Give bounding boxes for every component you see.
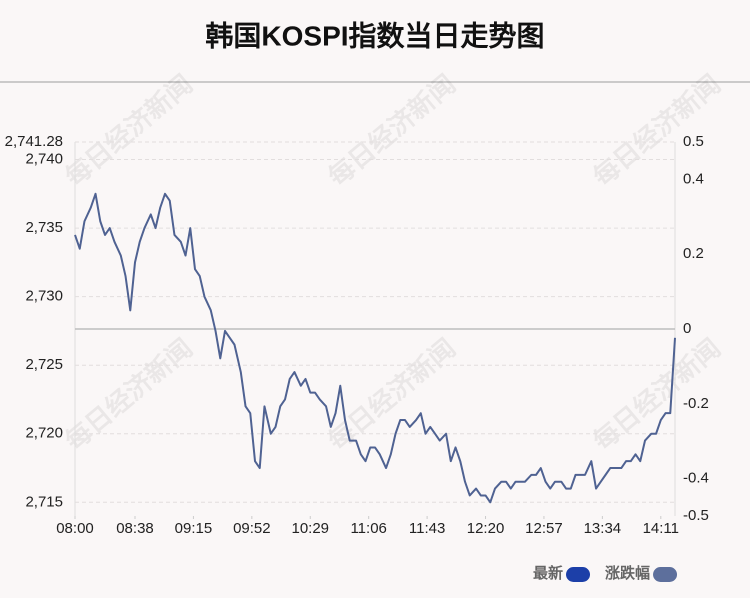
x-tick-label: 09:15	[175, 520, 213, 537]
legend-swatch	[653, 567, 678, 582]
y-tick-label: 2,741.28	[5, 133, 63, 150]
x-tick-label: 08:00	[56, 520, 94, 537]
chart-title: 韩国KOSPI指数当日走势图	[205, 20, 544, 51]
y-tick-label: 2,735	[25, 219, 63, 236]
y2-tick-label: -0.4	[683, 470, 709, 487]
y-tick-label: 2,720	[25, 425, 63, 442]
x-tick-label: 11:06	[350, 520, 386, 537]
watermark: 每日经济新闻	[59, 333, 198, 457]
price-line	[74, 192, 676, 504]
y2-tick-label: -0.5	[683, 507, 709, 524]
watermark: 每日经济新闻	[587, 69, 726, 193]
y2-tick-label: 0.5	[683, 133, 704, 150]
legend-label: 涨跌幅	[605, 564, 650, 582]
legend-swatch	[566, 567, 591, 582]
y-tick-label: 2,740	[25, 151, 63, 168]
x-tick-label: 10:29	[291, 520, 329, 537]
x-tick-label: 14:11	[643, 520, 679, 537]
watermarks: 每日经济新闻 每日经济新闻 每日经济新闻 每日经济新闻 每日经济新闻 每日经济新…	[59, 69, 726, 457]
watermark: 每日经济新闻	[59, 69, 198, 193]
x-tick-label: 09:52	[233, 520, 271, 537]
x-tick-label: 13:34	[584, 520, 622, 537]
y2-tick-label: 0	[683, 320, 691, 337]
x-tick-label: 11:43	[409, 520, 445, 537]
x-tick-label: 12:57	[525, 520, 563, 537]
y2-tick-label: -0.2	[683, 395, 709, 412]
x-tick-label: 08:38	[116, 520, 154, 537]
y2-tick-label: 0.2	[683, 245, 704, 262]
y-tick-label: 2,715	[25, 493, 63, 510]
y-tick-label: 2,730	[25, 288, 63, 305]
x-tick-label: 12:20	[467, 520, 505, 537]
watermark: 每日经济新闻	[322, 69, 461, 193]
y-tick-label: 2,725	[25, 356, 63, 373]
legend-label: 最新	[533, 564, 563, 582]
y2-tick-label: 0.4	[683, 170, 704, 187]
